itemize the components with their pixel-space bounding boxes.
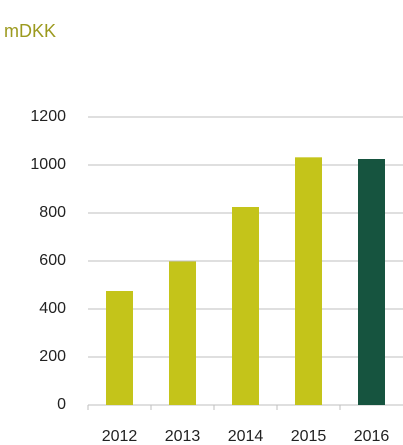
bar	[232, 207, 259, 405]
bar	[295, 157, 322, 405]
y-tick-label: 0	[57, 396, 66, 413]
x-tick-label: 2013	[165, 428, 201, 445]
y-tick-label: 200	[39, 348, 66, 365]
y-tick-label: 600	[39, 252, 66, 269]
y-tick-label: 1200	[30, 108, 66, 125]
x-tick-label: 2015	[291, 428, 327, 445]
y-tick-label: 400	[39, 300, 66, 317]
y-tick-label: 800	[39, 204, 66, 221]
chart-title: mDKK	[4, 21, 56, 41]
x-tick-label: 2012	[102, 428, 138, 445]
bar	[106, 291, 133, 405]
bar	[169, 261, 196, 405]
x-tick-label: 2014	[228, 428, 264, 445]
x-tick-label: 2016	[354, 428, 390, 445]
bar	[358, 159, 385, 405]
y-tick-label: 1000	[30, 156, 66, 173]
